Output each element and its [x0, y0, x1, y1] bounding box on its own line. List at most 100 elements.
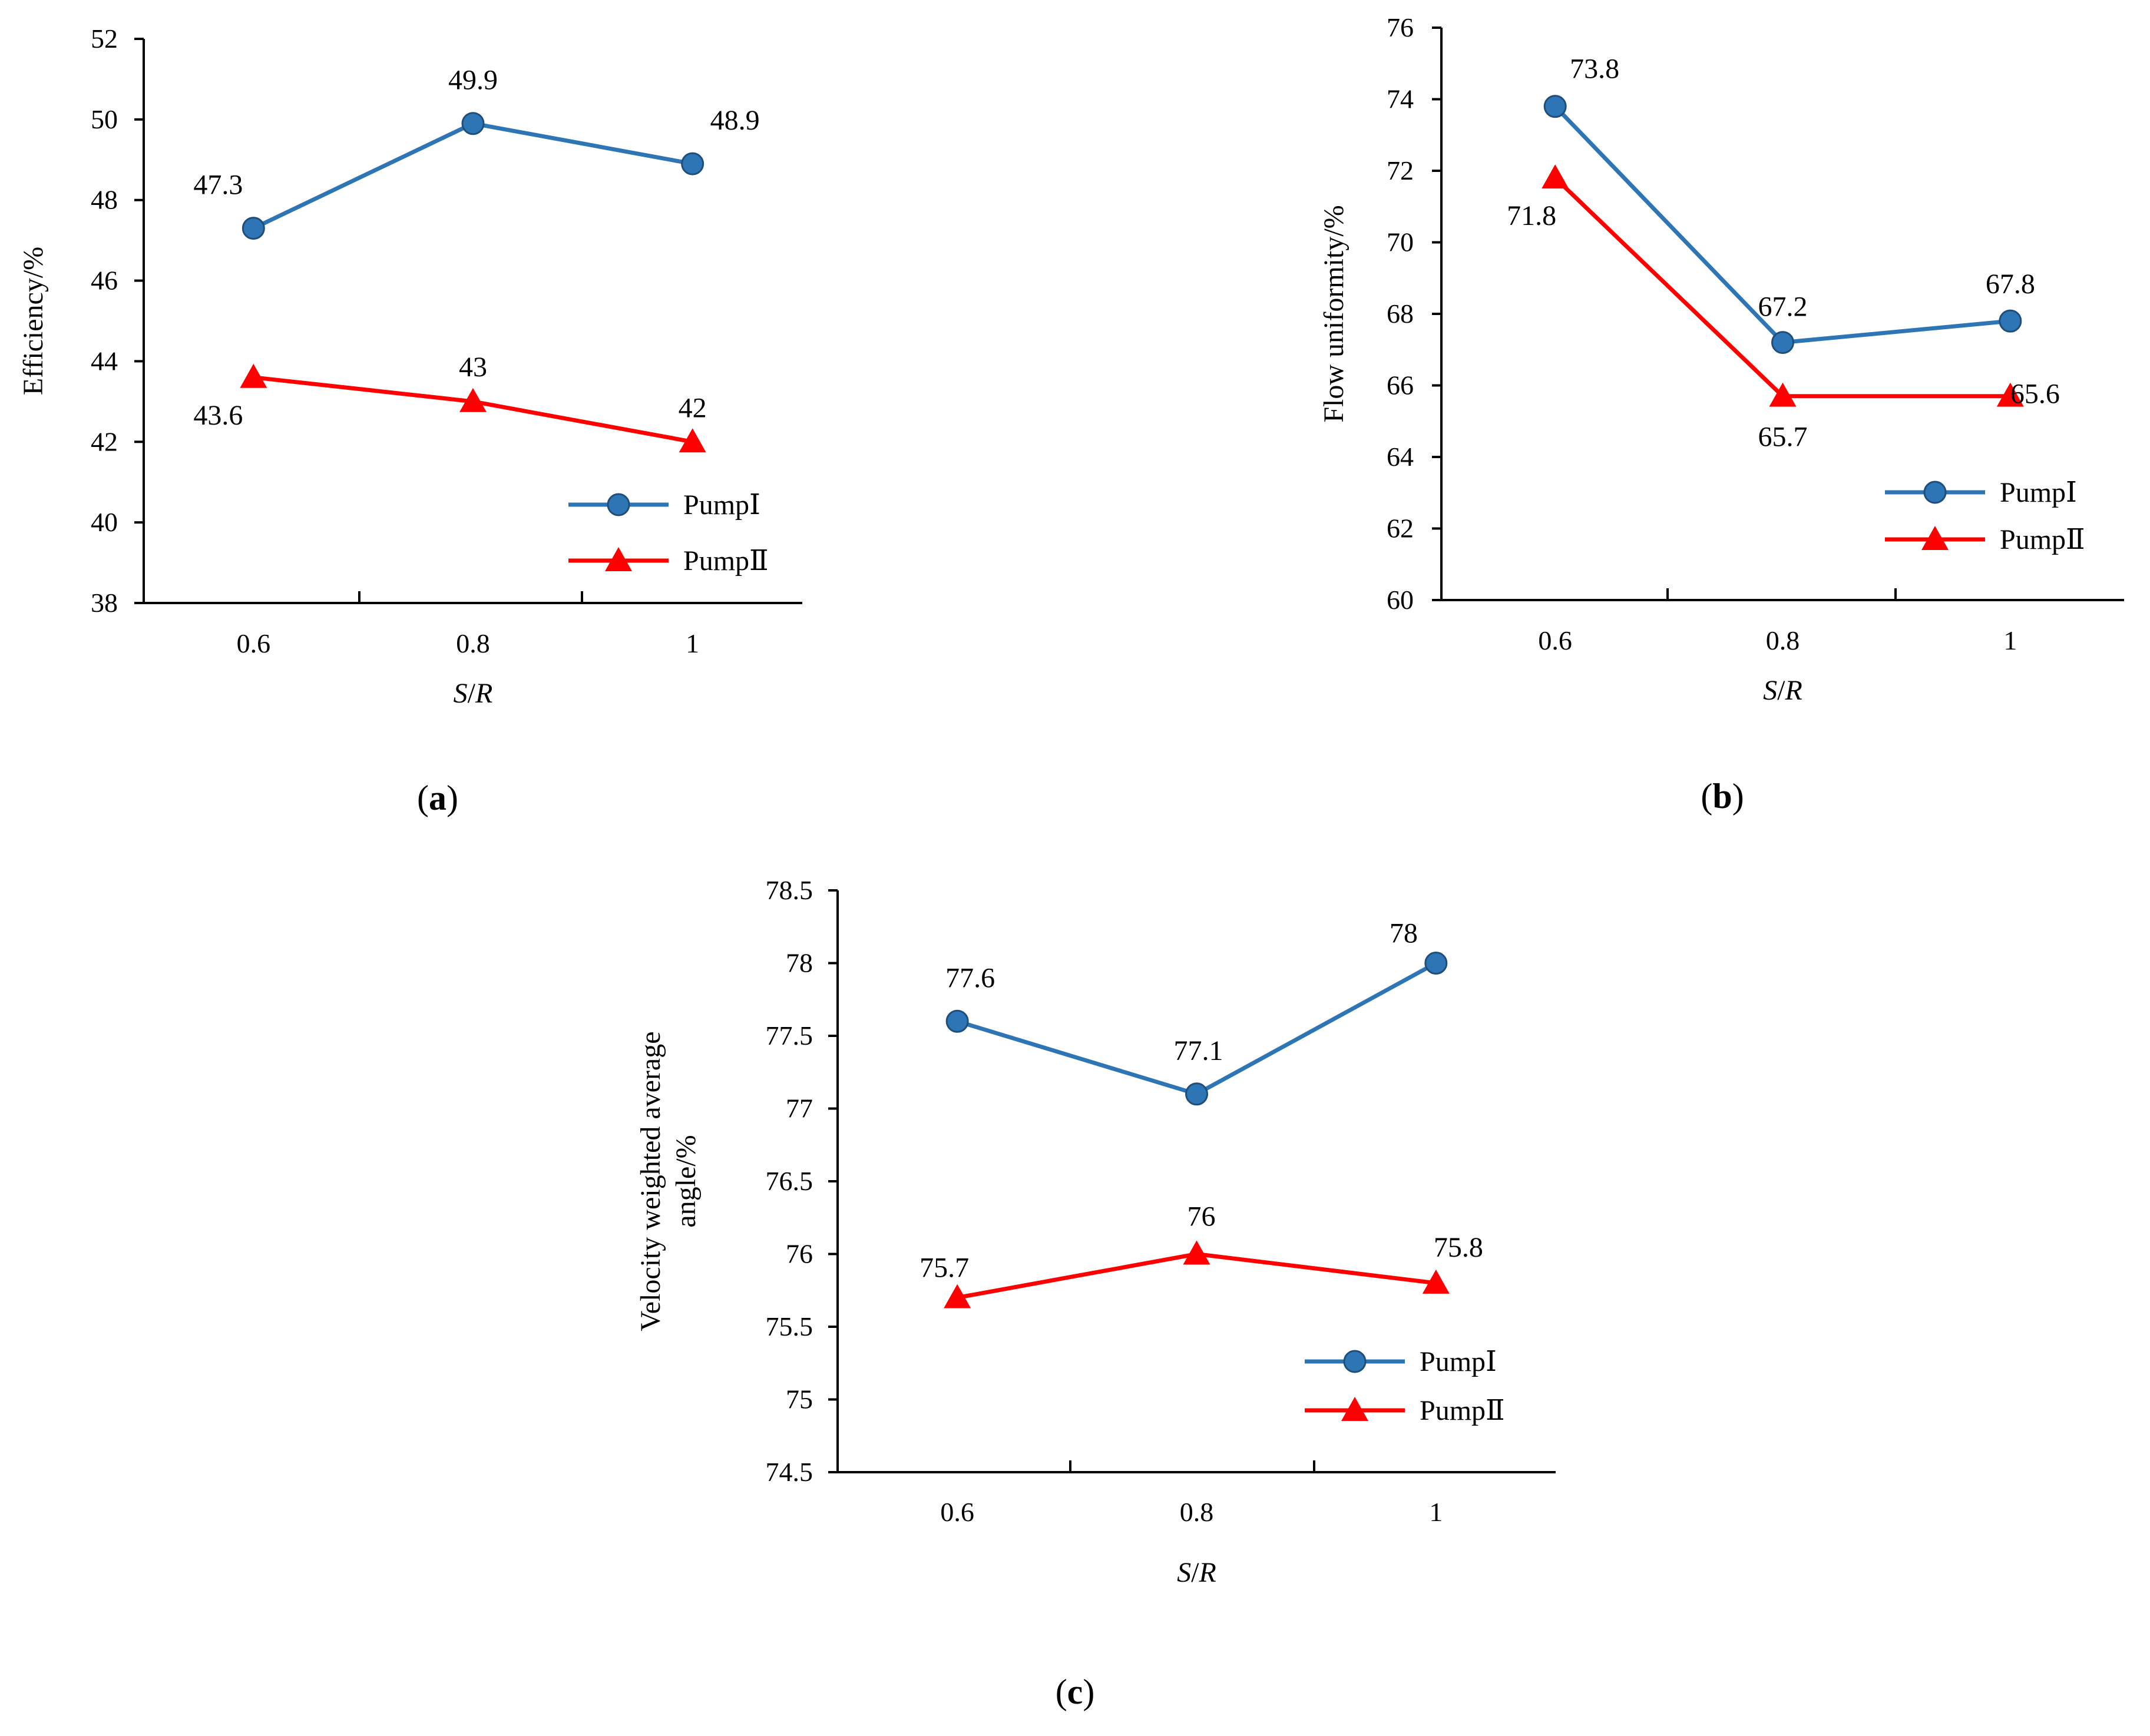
- panel-paren: ): [446, 778, 458, 817]
- data-label: 43: [459, 352, 487, 383]
- y-tick-label: 42: [91, 426, 118, 456]
- y-axis-title: Velocity weighted average: [635, 1031, 666, 1331]
- legend-marker: [1923, 481, 1947, 504]
- x-axis-title: S/R: [454, 678, 493, 709]
- legend-marker: [1341, 1397, 1368, 1421]
- x-tick-label: 0.8: [1180, 1497, 1214, 1527]
- y-tick-label: 52: [91, 24, 118, 54]
- data-point: [1542, 164, 1569, 189]
- panel-paren: (: [1701, 777, 1712, 816]
- data-point: [944, 1284, 971, 1308]
- y-tick-label: 40: [91, 507, 118, 537]
- series-line-pump2: [1553, 176, 2010, 399]
- data-point: [1543, 95, 1567, 118]
- data-point: [240, 363, 267, 388]
- legend-label: PumpⅡ: [1420, 1395, 1505, 1426]
- legend-label: PumpⅠ: [683, 489, 760, 521]
- x-tick-label: 0.6: [237, 628, 271, 658]
- y-tick-label: 76.5: [766, 1166, 813, 1196]
- y-tick-label: 44: [91, 346, 118, 376]
- x-tick-label: 0.8: [456, 628, 490, 658]
- y-tick-label: 77.5: [766, 1021, 813, 1051]
- data-point: [459, 387, 487, 412]
- x-title-part: S: [454, 678, 468, 709]
- y-tick-label: 72: [1387, 155, 1414, 185]
- data-label: 77.6: [945, 962, 995, 993]
- y-tick-label: 76: [786, 1239, 813, 1269]
- data-point: [945, 1009, 969, 1033]
- legend-marker: [605, 547, 632, 571]
- chart-c: 74.5 75 75.5 76 76.5 77 77.5 78 78.5 0.6 0.8 1 S/R Ve…: [635, 875, 1556, 1711]
- y-tick-label: 66: [1387, 370, 1414, 400]
- data-point: [1999, 309, 2022, 333]
- data-label: 48.9: [710, 105, 760, 136]
- panel-paren: ): [1083, 1672, 1094, 1711]
- x-title-part: S: [1177, 1557, 1191, 1588]
- series-line-pump1: [252, 121, 693, 230]
- data-point: [242, 217, 265, 240]
- data-label: 65.6: [2010, 379, 2060, 410]
- y-axis-title: Efficiency/%: [18, 247, 49, 395]
- y-tick-label: 46: [91, 266, 118, 296]
- panel-label: (b): [1701, 777, 1744, 816]
- x-tick-label: 0.8: [1766, 625, 1800, 655]
- x-tick-label: 0.6: [1538, 625, 1572, 655]
- panel-letter: b: [1712, 777, 1732, 816]
- x-tick-label: 1: [1429, 1497, 1443, 1527]
- y-tick-label: 78: [786, 948, 813, 978]
- data-point: [1769, 382, 1797, 407]
- y-tick-label: 76: [1387, 12, 1414, 42]
- x-title-part: R: [475, 678, 492, 709]
- data-label: 47.3: [193, 170, 243, 201]
- x-title-part: R: [1199, 1557, 1216, 1588]
- y-tick-label: 74: [1387, 84, 1414, 114]
- data-label: 43.6: [193, 400, 243, 431]
- y-tick-label: 70: [1387, 227, 1414, 257]
- data-point: [461, 112, 485, 135]
- y-tick-label: 68: [1387, 299, 1414, 329]
- y-tick-label: 75.5: [766, 1311, 813, 1341]
- panel-letter: c: [1067, 1672, 1083, 1711]
- data-point: [1422, 1269, 1450, 1294]
- y-tick-label: 78.5: [766, 875, 813, 905]
- x-title-part: S: [1763, 675, 1777, 706]
- y-tick-label: 75: [786, 1384, 813, 1414]
- data-point: [1996, 382, 2024, 407]
- x-title-part: /: [1191, 1557, 1199, 1588]
- y-tick-label: 74.5: [766, 1457, 813, 1487]
- series-line-pump1: [957, 961, 1437, 1096]
- legend-label: PumpⅡ: [2000, 524, 2085, 555]
- y-tick-label: 60: [1387, 585, 1414, 615]
- x-axis-title: S/R: [1763, 675, 1802, 706]
- panel-label: (c): [1056, 1672, 1095, 1711]
- legend-marker: [1921, 526, 1949, 550]
- y-tick-label: 62: [1387, 513, 1414, 544]
- legend-marker: [1343, 1350, 1367, 1373]
- x-axis-title: S/R: [1177, 1557, 1216, 1588]
- panel-paren: ): [1732, 777, 1744, 816]
- panel-paren: (: [417, 778, 429, 817]
- data-label: 76: [1188, 1201, 1216, 1233]
- data-point: [679, 428, 706, 453]
- legend-label: PumpⅠ: [1420, 1346, 1497, 1377]
- y-axis-title: angle/%: [670, 1135, 702, 1227]
- x-title-part: R: [1785, 675, 1802, 706]
- x-title-part: /: [1777, 675, 1785, 706]
- legend-label: PumpⅠ: [2000, 477, 2077, 508]
- data-label: 42: [679, 392, 707, 423]
- data-point: [1185, 1082, 1208, 1106]
- x-title-part: /: [468, 678, 476, 709]
- y-tick-label: 38: [91, 588, 118, 618]
- data-label: 71.8: [1507, 200, 1556, 231]
- panel-label: (a): [417, 778, 458, 817]
- data-label: 65.7: [1758, 422, 1808, 453]
- legend-label: PumpⅡ: [683, 545, 769, 577]
- x-tick-label: 1: [686, 628, 699, 658]
- data-point: [1183, 1240, 1210, 1265]
- panel-paren: (: [1056, 1672, 1067, 1711]
- data-point: [1424, 952, 1448, 975]
- data-label: 77.1: [1174, 1035, 1223, 1066]
- data-label: 49.9: [448, 65, 498, 96]
- data-label: 73.8: [1570, 54, 1619, 85]
- data-point: [1771, 331, 1794, 355]
